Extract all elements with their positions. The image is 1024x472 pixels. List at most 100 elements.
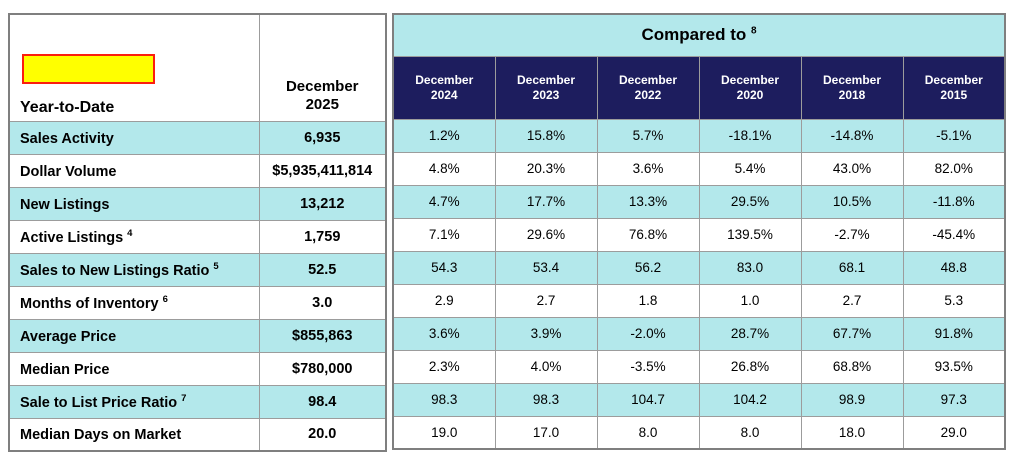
row-label: Active Listings 4 (8, 219, 260, 254)
comparison-value: -45.4% (902, 217, 1006, 252)
comparison-row-months-of-inventory: 2.9 2.7 1.8 1.0 2.7 5.3 (392, 283, 1006, 318)
current-value: $855,863 (258, 318, 387, 353)
current-value: $780,000 (258, 351, 387, 386)
row-label: Sales to New Listings Ratio 5 (8, 252, 260, 287)
comparison-value: -14.8% (800, 118, 904, 153)
comparison-value: 29.0 (902, 415, 1006, 450)
comparison-value: -18.1% (698, 118, 802, 153)
comparison-row-dollar-volume: 4.8% 20.3% 3.6% 5.4% 43.0% 82.0% (392, 151, 1006, 186)
comparison-value: 54.3 (392, 250, 496, 285)
comparison-value: 97.3 (902, 382, 1006, 417)
comparison-value: 4.7% (392, 184, 496, 219)
comparison-value: 5.3 (902, 283, 1006, 318)
current-value: 13,212 (258, 186, 387, 221)
current-value: 20.0 (258, 417, 387, 452)
comparison-value: 4.8% (392, 151, 496, 186)
current-value: 52.5 (258, 252, 387, 287)
row-label: Sales Activity (8, 120, 260, 155)
comparison-row-sales-activity: 1.2% 15.8% 5.7% -18.1% -14.8% -5.1% (392, 118, 1006, 153)
row-label-text: Dollar Volume (20, 163, 117, 180)
column-year: 2020 (736, 87, 764, 102)
table-row-dollar-volume: Dollar Volume $5,935,411,814 (8, 153, 387, 188)
row-label-text: Active Listings (20, 229, 124, 246)
current-year: 2025 (305, 95, 339, 113)
comparison-value: 29.5% (698, 184, 802, 219)
redacted-logo-box (22, 53, 155, 84)
metrics-table: Year-to-Date December 2025 Sales Activit… (8, 13, 387, 452)
comparison-value: 8.0 (698, 415, 802, 450)
comparison-value: 67.7% (800, 316, 904, 351)
compared-to-row: Compared to 8 (392, 13, 1006, 57)
column-month: December (516, 72, 576, 87)
comparison-value: 56.2 (596, 250, 700, 285)
row-label-text: Sale to List Price Ratio (20, 394, 178, 411)
comparison-value: 98.3 (494, 382, 598, 417)
comparison-value: 28.7% (698, 316, 802, 351)
table-row-sales-to-new-listings-ratio: Sales to New Listings Ratio 5 52.5 (8, 252, 387, 287)
comparison-row-new-listings: 4.7% 17.7% 13.3% 29.5% 10.5% -11.8% (392, 184, 1006, 219)
footnote-ref: 4 (127, 227, 133, 239)
row-label-text: Average Price (20, 328, 117, 345)
comparison-value: 2.7 (800, 283, 904, 318)
row-label: Median Price (8, 351, 260, 386)
column-year: 2015 (940, 87, 968, 102)
comparison-value: -2.0% (596, 316, 700, 351)
comparison-value: 13.3% (596, 184, 700, 219)
current-period-header: December 2025 (258, 13, 387, 122)
column-year: 2023 (532, 87, 560, 102)
row-label-text: Median Days on Market (20, 427, 182, 444)
current-value: 6,935 (258, 120, 387, 155)
column-header-dec-2020: December 2020 (698, 55, 802, 120)
table-row-median-days-on-market: Median Days on Market 20.0 (8, 417, 387, 452)
column-month: December (618, 72, 678, 87)
row-label: Average Price (8, 318, 260, 353)
comparison-value: 29.6% (494, 217, 598, 252)
comparison-value: 15.8% (494, 118, 598, 153)
comparison-value: 20.3% (494, 151, 598, 186)
comparison-value: 68.8% (800, 349, 904, 384)
compared-to-header: Compared to 8 (392, 13, 1006, 57)
comparison-value: 68.1 (800, 250, 904, 285)
column-header-dec-2022: December 2022 (596, 55, 700, 120)
comparison-value: 2.9 (392, 283, 496, 318)
row-label-text: Months of Inventory (20, 295, 159, 312)
comparison-value: 91.8% (902, 316, 1006, 351)
comparison-row-median-price: 2.3% 4.0% -3.5% 26.8% 68.8% 93.5% (392, 349, 1006, 384)
footnote-ref: 5 (213, 260, 219, 272)
ytd-statistics-report: Year-to-Date December 2025 Sales Activit… (8, 13, 1007, 452)
table-row-new-listings: New Listings 13,212 (8, 186, 387, 221)
column-month: December (720, 72, 780, 87)
column-month: December (822, 72, 882, 87)
comparison-value: 43.0% (800, 151, 904, 186)
comparison-row-active-listings: 7.1% 29.6% 76.8% 139.5% -2.7% -45.4% (392, 217, 1006, 252)
footnote-ref: 6 (162, 293, 168, 305)
row-label: Months of Inventory 6 (8, 285, 260, 320)
row-label-text: Sales to New Listings Ratio (20, 262, 210, 279)
column-month: December (924, 72, 983, 87)
comparison-value: 1.0 (698, 283, 802, 318)
comparison-row-average-price: 3.6% 3.9% -2.0% 28.7% 67.7% 91.8% (392, 316, 1006, 351)
column-header-dec-2023: December 2023 (494, 55, 598, 120)
comparison-value: -11.8% (902, 184, 1006, 219)
comparison-value: -3.5% (596, 349, 700, 384)
compared-to-text: Compared to (641, 25, 747, 45)
comparison-table: Compared to 8 December 2024 December 2023 … (392, 13, 1007, 450)
column-header-dec-2018: December 2018 (800, 55, 904, 120)
row-label-text: New Listings (20, 196, 110, 213)
table-row-sales-activity: Sales Activity 6,935 (8, 120, 387, 155)
comparison-value: 53.4 (494, 250, 598, 285)
comparison-value: 2.7 (494, 283, 598, 318)
footnote-ref: 7 (181, 392, 187, 404)
comparison-value: 19.0 (392, 415, 496, 450)
table-row-sale-to-list-price-ratio: Sale to List Price Ratio 7 98.4 (8, 384, 387, 419)
comparison-row-sales-to-new-listings-ratio: 54.3 53.4 56.2 83.0 68.1 48.8 (392, 250, 1006, 285)
comparison-value: 139.5% (698, 217, 802, 252)
row-label: Dollar Volume (8, 153, 260, 188)
comparison-value: 76.8% (596, 217, 700, 252)
comparison-value: 17.7% (494, 184, 598, 219)
comparison-value: 4.0% (494, 349, 598, 384)
column-year: 2018 (838, 87, 866, 102)
table-row-active-listings: Active Listings 4 1,759 (8, 219, 387, 254)
comparison-value: 93.5% (902, 349, 1006, 384)
column-header-dec-2024: December 2024 (392, 55, 496, 120)
